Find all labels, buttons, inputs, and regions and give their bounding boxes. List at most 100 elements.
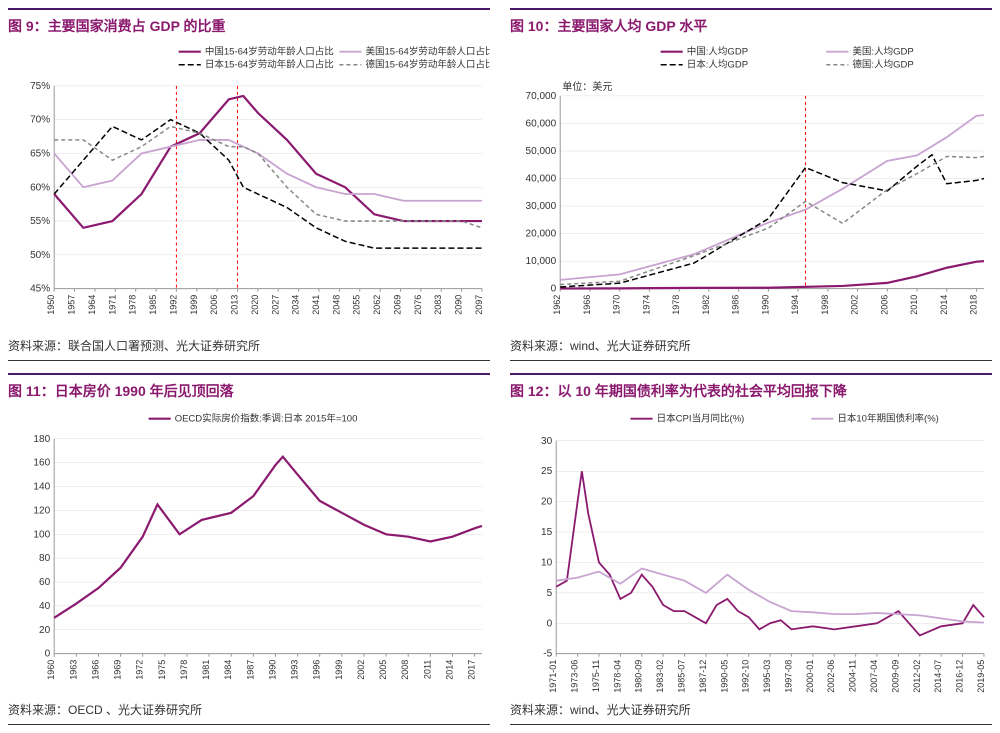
svg-text:1995-03: 1995-03 — [762, 659, 772, 692]
svg-text:2017: 2017 — [467, 659, 477, 679]
svg-text:10,000: 10,000 — [526, 256, 557, 267]
svg-text:1992-10: 1992-10 — [741, 659, 751, 692]
title-text-12: 以 10 年期国债利率为代表的社会平均回报下降 — [557, 383, 846, 399]
svg-text:1975: 1975 — [157, 659, 167, 679]
svg-text:2097: 2097 — [474, 295, 484, 315]
svg-text:20: 20 — [541, 496, 553, 507]
svg-text:2002-06: 2002-06 — [826, 659, 836, 692]
chart-12: -50510152025301971-011973-061975-111978-… — [510, 405, 992, 698]
source-12: 资料来源：wind、光大证券研究所 — [510, 697, 992, 724]
svg-text:20,000: 20,000 — [526, 229, 557, 240]
svg-text:65%: 65% — [30, 148, 50, 159]
svg-text:70,000: 70,000 — [526, 91, 557, 102]
panel-chart-11: 图 11：日本房价 1990 年后见顶回落 020406080100120140… — [8, 373, 490, 726]
panel-title-11: 图 11：日本房价 1990 年后见顶回落 — [8, 373, 490, 405]
svg-text:30,000: 30,000 — [526, 201, 557, 212]
source-11: 资料来源：OECD 、光大证券研究所 — [8, 697, 490, 724]
svg-text:中国15-64岁劳动年龄人口占比: 中国15-64岁劳动年龄人口占比 — [205, 46, 334, 58]
svg-text:1990-05: 1990-05 — [719, 659, 729, 692]
svg-text:5: 5 — [547, 587, 553, 598]
figno-9: 图 9： — [8, 18, 48, 34]
svg-text:1970: 1970 — [612, 295, 622, 315]
panel-chart-12: 图 12：以 10 年期国债利率为代表的社会平均回报下降 -5 0 5 10 15 20 2… — [510, 373, 992, 726]
svg-text:30: 30 — [541, 435, 553, 446]
figno-11: 图 11： — [8, 383, 55, 399]
svg-text:1985: 1985 — [148, 295, 158, 315]
svg-text:2013: 2013 — [230, 295, 240, 315]
svg-text:1960: 1960 — [46, 659, 56, 679]
svg-text:2006: 2006 — [209, 295, 219, 315]
svg-text:15: 15 — [541, 527, 553, 538]
svg-text:1987: 1987 — [245, 659, 255, 679]
figno-12: 图 12： — [510, 383, 557, 399]
svg-text:1966: 1966 — [90, 659, 100, 679]
chart-10: 010,00020,00030,00040,00050,00060,00070,… — [510, 40, 992, 333]
svg-text:2020: 2020 — [250, 295, 260, 315]
svg-text:-5: -5 — [543, 648, 552, 659]
svg-text:2055: 2055 — [352, 295, 362, 315]
svg-text:60: 60 — [39, 577, 51, 588]
svg-text:2012-02: 2012-02 — [912, 659, 922, 692]
title-text-9: 主要国家消费占 GDP 的比重 — [48, 18, 226, 34]
svg-text:日本CPI当月同比(%): 日本CPI当月同比(%) — [657, 412, 745, 424]
svg-text:1978: 1978 — [128, 295, 138, 315]
svg-text:1964: 1964 — [87, 295, 97, 315]
svg-text:1957: 1957 — [67, 295, 77, 315]
svg-text:1963: 1963 — [68, 659, 78, 679]
svg-text:50%: 50% — [30, 250, 50, 261]
svg-text:55%: 55% — [30, 216, 50, 227]
svg-text:0: 0 — [45, 648, 51, 659]
svg-text:1972: 1972 — [135, 659, 145, 679]
svg-text:0: 0 — [551, 284, 557, 295]
svg-text:2009-09: 2009-09 — [890, 659, 900, 692]
svg-text:2041: 2041 — [311, 295, 321, 315]
svg-text:1992: 1992 — [168, 295, 178, 315]
chart-9: 45%50%55%60%65%70%75%1950195719641971197… — [8, 40, 490, 333]
svg-text:2002: 2002 — [356, 659, 366, 679]
svg-text:1971-01: 1971-01 — [548, 659, 558, 692]
svg-text:2048: 2048 — [331, 295, 341, 315]
svg-text:1990: 1990 — [267, 659, 277, 679]
svg-text:1984: 1984 — [223, 659, 233, 679]
svg-text:美国15-64岁劳动年龄人口占比: 美国15-64岁劳动年龄人口占比 — [365, 46, 490, 58]
svg-text:1978: 1978 — [179, 659, 189, 679]
svg-text:1982: 1982 — [701, 295, 711, 315]
panel-title-10: 图 10：主要国家人均 GDP 水平 — [510, 8, 992, 40]
svg-text:40,000: 40,000 — [526, 174, 557, 185]
svg-text:1987-12: 1987-12 — [698, 659, 708, 692]
svg-text:2062: 2062 — [372, 295, 382, 315]
svg-text:日本10年期国债利率(%): 日本10年期国债利率(%) — [837, 412, 939, 424]
title-text-11: 日本房价 1990 年后见顶回落 — [55, 383, 234, 399]
svg-text:75%: 75% — [30, 81, 50, 92]
svg-text:1971: 1971 — [107, 295, 117, 315]
svg-text:2002: 2002 — [850, 295, 860, 315]
svg-text:2083: 2083 — [433, 295, 443, 315]
svg-text:70%: 70% — [30, 115, 50, 126]
svg-text:1969: 1969 — [113, 659, 123, 679]
svg-text:0: 0 — [547, 618, 553, 629]
svg-text:2034: 2034 — [291, 295, 301, 315]
svg-text:180: 180 — [33, 433, 50, 444]
svg-text:25: 25 — [541, 466, 553, 477]
svg-text:2018: 2018 — [969, 295, 979, 315]
svg-text:日本15-64岁劳动年龄人口占比: 日本15-64岁劳动年龄人口占比 — [205, 59, 334, 71]
chart-11: 0204060801001201401601801960196319661969… — [8, 405, 490, 698]
svg-text:1985-07: 1985-07 — [677, 659, 687, 692]
svg-text:10: 10 — [541, 557, 553, 568]
svg-text:2090: 2090 — [454, 295, 464, 315]
svg-text:1986: 1986 — [731, 295, 741, 315]
svg-text:1994: 1994 — [790, 295, 800, 315]
svg-text:2014: 2014 — [939, 295, 949, 315]
svg-text:1998: 1998 — [820, 295, 830, 315]
svg-text:1975-11: 1975-11 — [591, 659, 601, 691]
panel-title-9: 图 9：主要国家消费占 GDP 的比重 — [8, 8, 490, 40]
svg-text:45%: 45% — [30, 284, 50, 295]
panel-title-12: 图 12：以 10 年期国债利率为代表的社会平均回报下降 — [510, 373, 992, 405]
svg-text:1981: 1981 — [201, 659, 211, 679]
svg-text:1962: 1962 — [552, 295, 562, 315]
svg-text:2019-05: 2019-05 — [976, 659, 986, 692]
figno-10: 图 10： — [510, 18, 557, 34]
svg-text:日本:人均GDP: 日本:人均GDP — [687, 59, 748, 71]
svg-text:1996: 1996 — [312, 659, 322, 679]
svg-text:80: 80 — [39, 553, 51, 564]
